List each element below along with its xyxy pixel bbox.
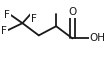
- Text: F: F: [1, 25, 7, 36]
- Text: F: F: [4, 10, 10, 20]
- Text: O: O: [68, 7, 77, 17]
- Text: F: F: [31, 14, 37, 24]
- Text: OH: OH: [90, 33, 106, 43]
